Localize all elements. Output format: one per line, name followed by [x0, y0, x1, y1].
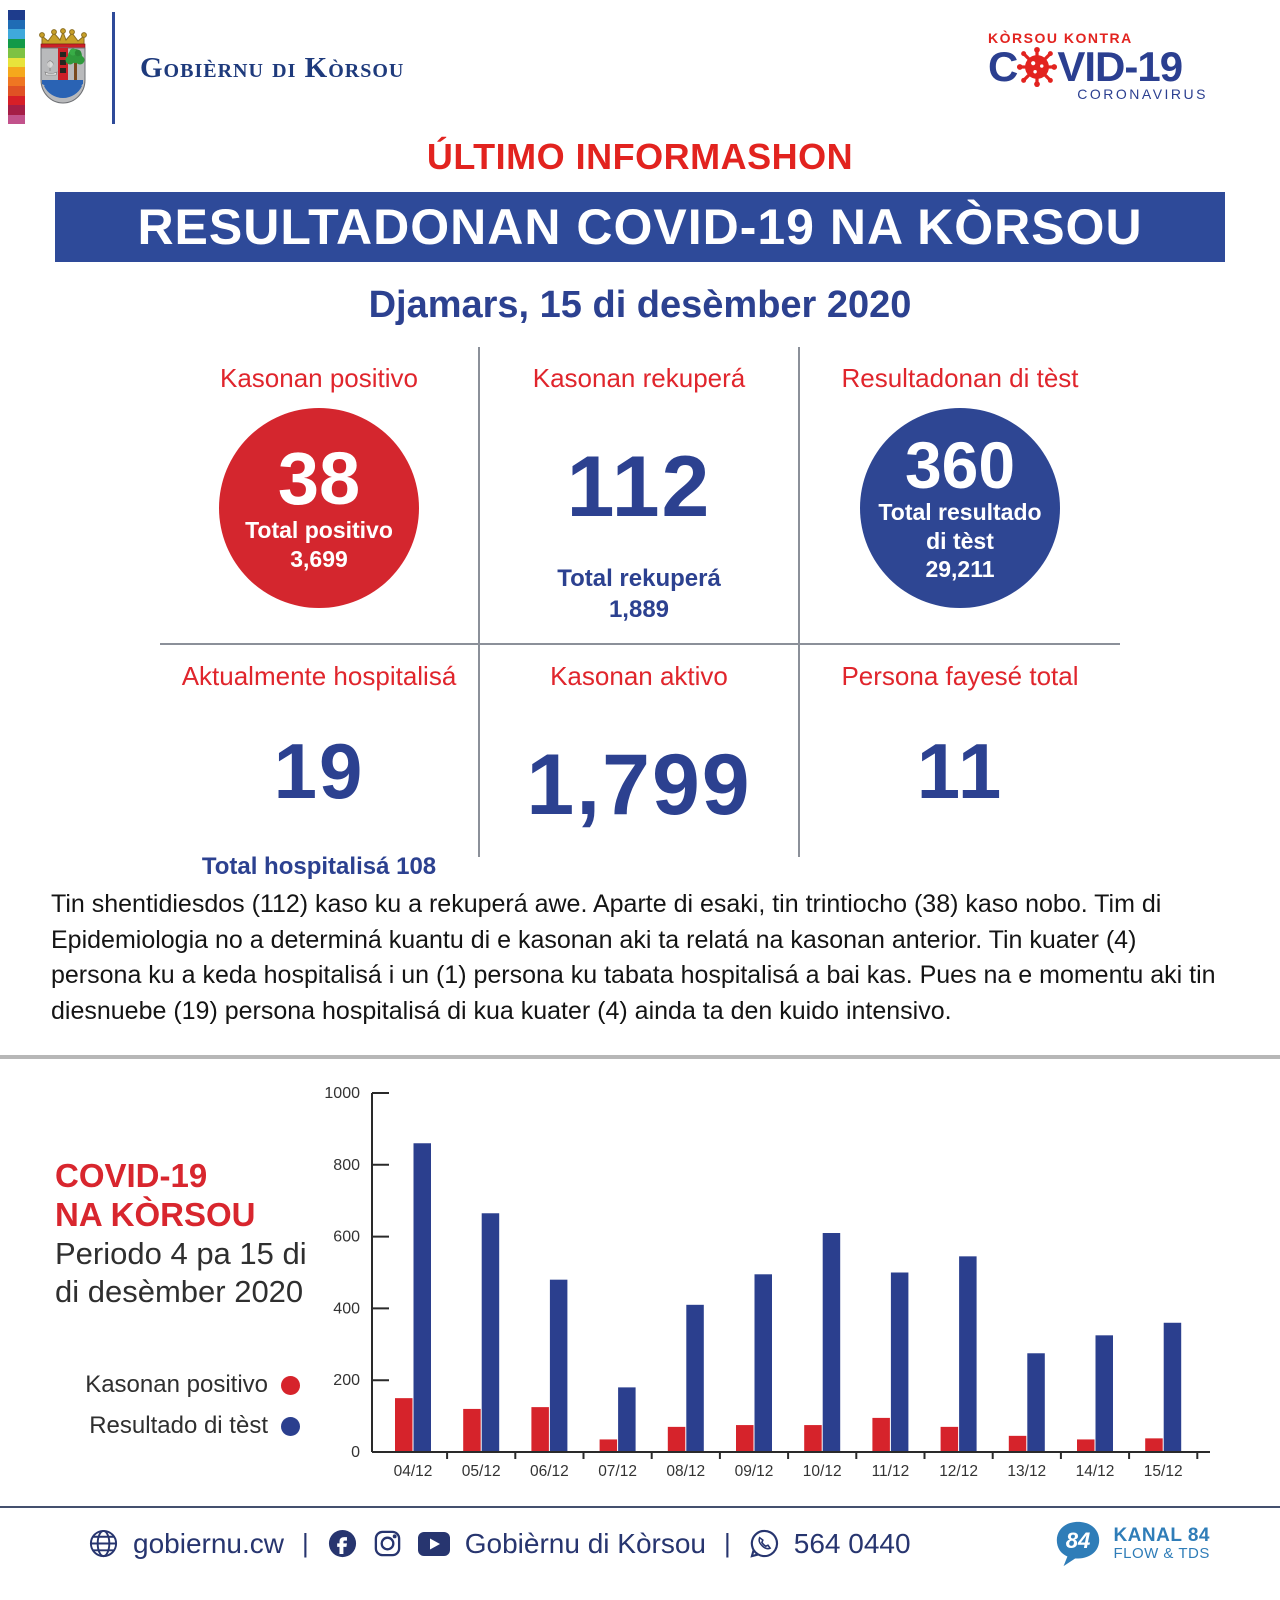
campaign-logo-subline: CORONAVIRUS: [1077, 86, 1208, 102]
covid19-campaign-logo: KÒRSOU KONTRA C VID-19 CORONAVIRUS: [988, 30, 1208, 102]
kanal84-logo: 84 KANAL 84 FLOW & TDS: [1052, 1518, 1210, 1570]
svg-text:200: 200: [333, 1372, 360, 1389]
chart-subtitle-line1: Periodo 4 pa 15 di: [55, 1235, 307, 1271]
stat-total-label-1: Total resultado: [878, 498, 1042, 525]
svg-text:09/12: 09/12: [735, 1463, 774, 1480]
svg-text:15/12: 15/12: [1144, 1463, 1183, 1480]
globe-icon: [89, 1529, 118, 1558]
svg-text:12/12: 12/12: [939, 1463, 978, 1480]
stat-value: 1,799: [526, 737, 752, 833]
legend-item-positivo: Kasonan positivo: [85, 1371, 300, 1399]
svg-text:08/12: 08/12: [666, 1463, 705, 1480]
bar-chart: 0 200 400 600 800 1000 04/12 05/12 06/12 07/12 08/…: [325, 1085, 1210, 1480]
stat-total-label-2: di tèst: [926, 527, 994, 554]
svg-text:10/12: 10/12: [803, 1463, 842, 1480]
stats-grid: Kasonan positivo 38 Total positivo 3,699…: [160, 347, 1120, 880]
kanal84-name: KANAL 84: [1113, 1524, 1210, 1546]
stat-total-label: Total positivo: [245, 517, 393, 544]
campaign-logo-wordmark: C VID-19: [988, 46, 1208, 88]
footer-separator: |: [301, 1528, 309, 1558]
chart-title-line2: NA KÒRSOU: [55, 1195, 256, 1233]
youtube-icon: [417, 1531, 450, 1556]
virus-icon: [1017, 46, 1058, 88]
legend-label: Kasonan positivo: [85, 1371, 268, 1398]
stat-value: 11: [916, 727, 1004, 815]
stat-kasonan-rekupera: Kasonan rekuperá 112 Total rekuperá 1,88…: [480, 347, 800, 645]
summary-paragraph: Tin shentidiesdos (112) kaso ku a rekupe…: [51, 890, 1216, 1025]
section-divider: [0, 1055, 1280, 1059]
page-footer: gobiernu.cw | Gobièrnu di Kòrsou | 564 0…: [0, 1506, 1280, 1579]
wordmark-prefix: C: [988, 43, 1018, 90]
page-title: ÚLTIMO INFORMASHON: [426, 136, 854, 177]
stat-label: Persona fayesé total: [841, 661, 1079, 691]
footer-contacts: gobiernu.cw | Gobièrnu di Kòrsou | 564 0…: [88, 1528, 911, 1560]
footer-social-name: Gobièrnu di Kòrsou: [464, 1527, 707, 1559]
footer-phone: 564 0440: [793, 1527, 911, 1559]
coa-tree: [65, 48, 85, 80]
svg-text:14/12: 14/12: [1076, 1463, 1115, 1480]
stat-total-label: Total rekuperá: [557, 565, 721, 592]
svg-text:07/12: 07/12: [598, 1463, 637, 1480]
stat-label: Kasonan rekuperá: [532, 363, 746, 393]
svg-text:1000: 1000: [325, 1085, 360, 1102]
svg-text:0: 0: [351, 1444, 360, 1461]
stat-label: Aktualmente hospitalisá: [181, 661, 457, 691]
chart-subtitle-line2: di desèmber 2020: [55, 1273, 304, 1309]
header-divider: [112, 12, 115, 124]
stat-total-value: 3,699: [290, 546, 348, 572]
stat-kasonan-positivo: Kasonan positivo 38 Total positivo 3,699: [160, 347, 480, 645]
stat-total-label: Total hospitalisá 108: [201, 853, 437, 880]
stat-value: 360: [904, 427, 1016, 502]
stat-resultadonan-test: Resultadonan di tèst 360 Total resultado…: [800, 347, 1120, 645]
svg-text:400: 400: [333, 1300, 360, 1317]
date-line: Djamars, 15 di desèmber 2020: [368, 284, 912, 326]
svg-text:84: 84: [1066, 1527, 1091, 1552]
campaign-logo-topline: KÒRSOU KONTRA: [988, 30, 1133, 46]
government-name: Gobièrnu di Kòrsou: [140, 52, 405, 84]
svg-text:05/12: 05/12: [462, 1463, 501, 1480]
stat-label: Kasonan positivo: [219, 363, 419, 393]
whatsapp-icon: [750, 1529, 778, 1558]
stat-total-value: 29,211: [925, 556, 995, 583]
chart-section: COVID-19 NA KÒRSOU Periodo 4 pa 15 di di…: [0, 1059, 1280, 1506]
instagram-icon: [374, 1530, 401, 1557]
stat-label: Resultadonan di tèst: [841, 363, 1079, 393]
svg-text:13/12: 13/12: [1007, 1463, 1046, 1480]
stat-persona-fayese: Persona fayesé total 11: [800, 645, 1120, 857]
legend-dot-blue: [281, 1416, 300, 1436]
stat-value: 112: [566, 439, 712, 535]
positivo-circle: 38 Total positivo 3,699: [219, 408, 419, 608]
stat-label: Kasonan aktivo: [550, 661, 728, 691]
svg-text:04/12: 04/12: [394, 1463, 433, 1480]
kanal84-tagline: FLOW & TDS: [1113, 1544, 1210, 1562]
stat-totals: Total rekuperá 1,889: [557, 563, 721, 625]
curacao-coat-of-arms: [39, 28, 87, 104]
page-header: Gobièrnu di Kòrsou KÒRSOU KONTRA C VID-: [0, 0, 1280, 130]
footer-website: gobiernu.cw: [133, 1527, 284, 1559]
banner-title: RESULTADONAN COVID-19 NA KÒRSOU: [55, 192, 1225, 262]
stat-value: 19: [273, 727, 365, 815]
test-circle: 360 Total resultado di tèst 29,211: [860, 408, 1060, 608]
svg-text:600: 600: [333, 1229, 360, 1246]
chart-title-block: COVID-19 NA KÒRSOU Periodo 4 pa 15 di di…: [55, 1157, 307, 1311]
wordmark-suffix: VID-19: [1057, 43, 1183, 90]
coa-boat: [44, 60, 58, 76]
svg-text:800: 800: [333, 1157, 360, 1174]
svg-text:06/12: 06/12: [530, 1463, 569, 1480]
kanal84-bubble-icon: 84: [1057, 1521, 1100, 1566]
chart-legend: Kasonan positivo Resultado di tèst: [85, 1371, 300, 1453]
stat-value: 38: [277, 437, 361, 521]
facebook-icon: [328, 1529, 356, 1558]
legend-item-test: Resultado di tèst: [89, 1412, 300, 1440]
stat-kasonan-aktivo: Kasonan aktivo 1,799: [480, 645, 800, 857]
rainbow-stripe: [8, 10, 25, 124]
footer-separator: |: [724, 1528, 731, 1558]
legend-label: Resultado di tèst: [89, 1412, 268, 1439]
svg-text:11/12: 11/12: [872, 1463, 910, 1480]
chart-title-line1: COVID-19: [55, 1157, 208, 1194]
stat-hospitalisa: Aktualmente hospitalisá 19 Total hospita…: [160, 645, 480, 880]
stat-total-value: 1,889: [608, 596, 670, 624]
legend-dot-red: [281, 1375, 300, 1395]
